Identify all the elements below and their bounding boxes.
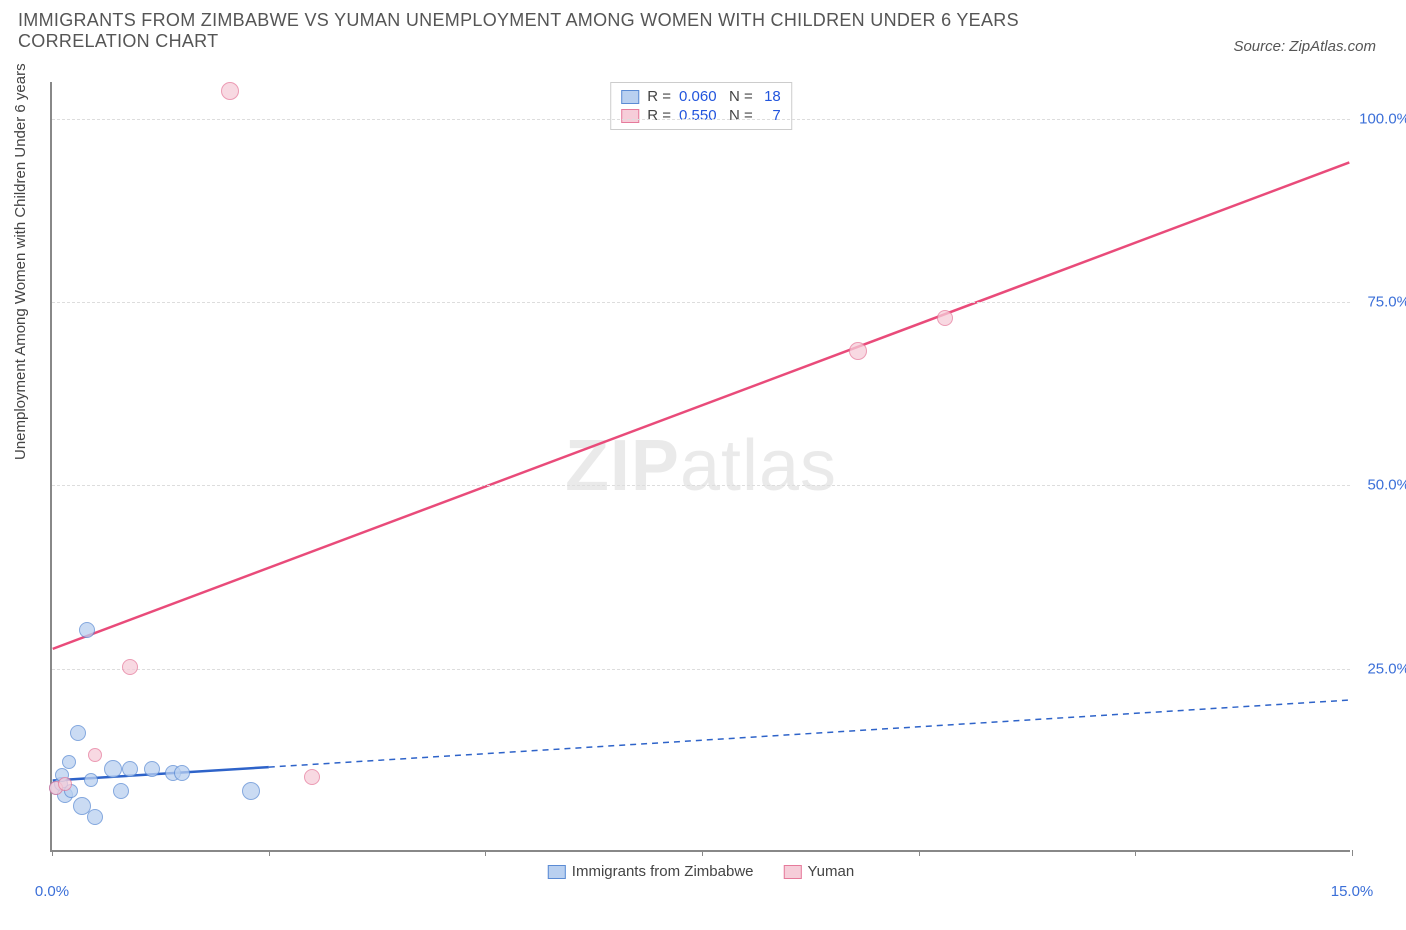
y-tick-label: 100.0% (1355, 110, 1406, 127)
stats-row: R = 0.550 N = 7 (621, 106, 781, 125)
legend-label: Yuman (808, 863, 855, 880)
scatter-point (70, 725, 86, 741)
scatter-point (79, 622, 95, 638)
chart-title: IMMIGRANTS FROM ZIMBABWE VS YUMAN UNEMPL… (18, 10, 1118, 52)
scatter-point (144, 761, 160, 777)
stats-legend-box: R = 0.060 N = 18 R = 0.550 N = 7 (610, 82, 792, 130)
scatter-point (937, 310, 953, 326)
scatter-point (242, 782, 260, 800)
scatter-point (304, 769, 320, 785)
x-tick (702, 850, 703, 856)
source-label: Source: ZipAtlas.com (1233, 38, 1376, 55)
legend-swatch (621, 90, 639, 104)
watermark-bold: ZIP (565, 426, 680, 506)
gridline (52, 669, 1350, 670)
stat-n-value: 18 (761, 88, 781, 105)
stat-r-label: R = (647, 88, 671, 105)
scatter-point (849, 342, 867, 360)
trend-lines-svg (52, 82, 1350, 850)
scatter-point (62, 755, 76, 769)
plot-area: ZIPatlas R =0.060N =18R =0.550N =7 Immig… (50, 82, 1350, 852)
scatter-point (84, 773, 98, 787)
stat-r-label: R = (647, 107, 671, 124)
scatter-point (113, 783, 129, 799)
scatter-point (221, 82, 239, 100)
stat-r-value: 0.550 (679, 107, 721, 124)
y-tick-label: 75.0% (1355, 294, 1406, 311)
legend-swatch (784, 865, 802, 879)
stat-n-value: 7 (761, 107, 781, 124)
scatter-point (87, 809, 103, 825)
y-tick-label: 50.0% (1355, 477, 1406, 494)
legend-label: Immigrants from Zimbabwe (572, 863, 754, 880)
x-tick (269, 850, 270, 856)
x-tick (1135, 850, 1136, 856)
x-tick (919, 850, 920, 856)
watermark: ZIPatlas (565, 425, 837, 507)
trend-line (53, 162, 1350, 648)
scatter-point (104, 760, 122, 778)
stats-row: R = 0.060 N = 18 (621, 87, 781, 106)
x-tick (1352, 850, 1353, 856)
scatter-point (122, 659, 138, 675)
legend-swatch (621, 109, 639, 123)
legend-item: Yuman (784, 863, 855, 880)
trend-line-dashed (269, 700, 1350, 767)
x-tick-label: 0.0% (35, 883, 69, 900)
y-tick-label: 25.0% (1355, 660, 1406, 677)
x-tick-label: 15.0% (1331, 883, 1374, 900)
x-tick (52, 850, 53, 856)
scatter-point (88, 748, 102, 762)
stat-n-label: N = (729, 88, 753, 105)
scatter-point (58, 777, 72, 791)
legend-swatch (548, 865, 566, 879)
gridline (52, 119, 1350, 120)
y-axis-label: Unemployment Among Women with Children U… (12, 63, 29, 460)
gridline (52, 302, 1350, 303)
x-tick (485, 850, 486, 856)
legend-item: Immigrants from Zimbabwe (548, 863, 754, 880)
bottom-legend: Immigrants from Zimbabwe Yuman (548, 863, 854, 880)
gridline (52, 485, 1350, 486)
scatter-point (122, 761, 138, 777)
title-bar: IMMIGRANTS FROM ZIMBABWE VS YUMAN UNEMPL… (18, 10, 1388, 52)
scatter-point (174, 765, 190, 781)
stat-n-label: N = (729, 107, 753, 124)
stat-r-value: 0.060 (679, 88, 721, 105)
watermark-light: atlas (680, 426, 837, 506)
